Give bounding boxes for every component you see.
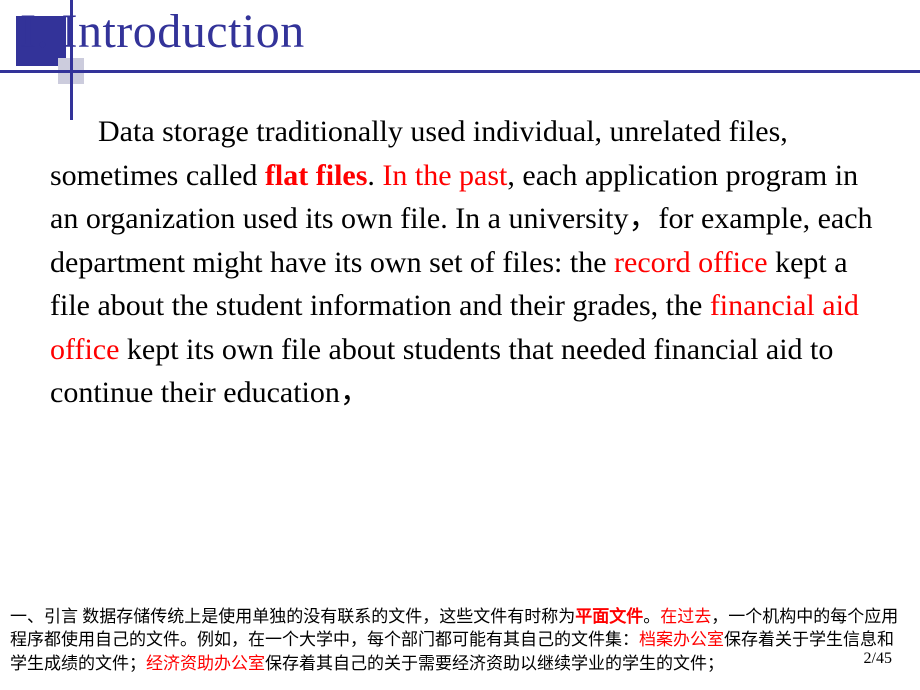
- body-flat-files: flat files: [265, 159, 367, 192]
- footer-record-office: 档案办公室: [639, 630, 724, 649]
- body-text: Data storage traditionally used individu…: [50, 110, 880, 415]
- footer-financial-aid-office: 经济资助办公室: [146, 654, 265, 673]
- body-seg9: kept its own file about students that ne…: [50, 333, 833, 410]
- slide-title: I. Introduction: [20, 4, 305, 59]
- body-in-the-past: In the past: [382, 159, 507, 192]
- footer-t1: 一、引言 数据存储传统上是使用单独的没有联系的文件，这些文件有时称为: [10, 607, 575, 626]
- body-record-office: record office: [614, 246, 768, 279]
- footer-t3: 。: [643, 607, 660, 626]
- footer-in-the-past: 在过去: [660, 607, 711, 626]
- title-underline: [0, 70, 920, 73]
- body-seg3: .: [367, 159, 382, 192]
- page-number: 2/45: [864, 650, 892, 668]
- footer-t9: 保存着其自己的关于需要经济资助以继续学业的学生的文件；: [265, 654, 724, 673]
- slide: I. Introduction Data storage traditional…: [0, 0, 920, 690]
- footer-translation: 一、引言 数据存储传统上是使用单独的没有联系的文件，这些文件有时称为平面文件。在…: [10, 605, 910, 676]
- footer-flat-files: 平面文件: [575, 607, 643, 626]
